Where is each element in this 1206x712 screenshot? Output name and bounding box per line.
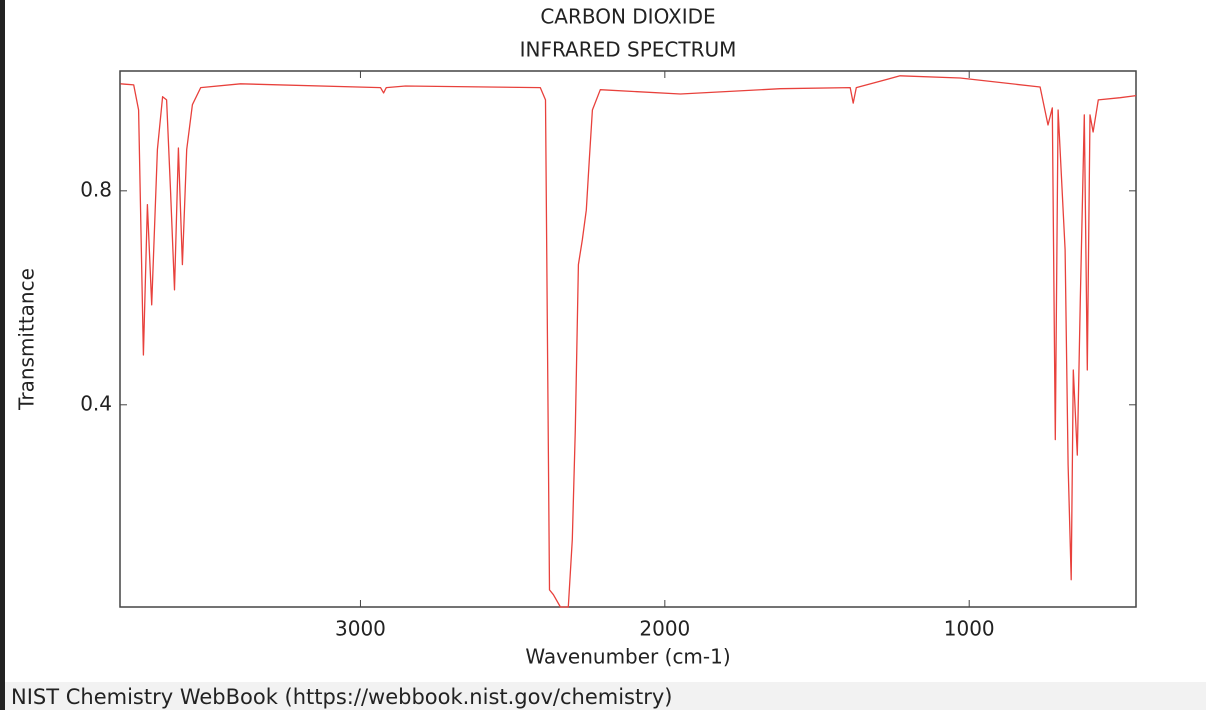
x-axis-label: Wavenumber (cm-1): [525, 645, 730, 669]
window-edge: [0, 0, 5, 710]
footer: NIST Chemistry WebBook (https://webbook.…: [5, 682, 1206, 710]
x-tick-label: 2000: [639, 617, 690, 641]
chart: CARBON DIOXIDE INFRARED SPECTRUM Wavenum…: [15, 5, 1137, 669]
spectrum-line: [120, 75, 1137, 608]
chart-title: CARBON DIOXIDE: [540, 5, 715, 29]
y-tick-label: 0.8: [80, 177, 112, 201]
plot-frame: [119, 70, 1137, 608]
chart-subtitle: INFRARED SPECTRUM: [520, 38, 737, 62]
y-tick-label: 0.4: [80, 391, 112, 415]
x-tick-label: 3000: [335, 617, 386, 641]
x-tick-label: 1000: [944, 617, 995, 641]
y-axis-label: Transmittance: [15, 268, 39, 411]
